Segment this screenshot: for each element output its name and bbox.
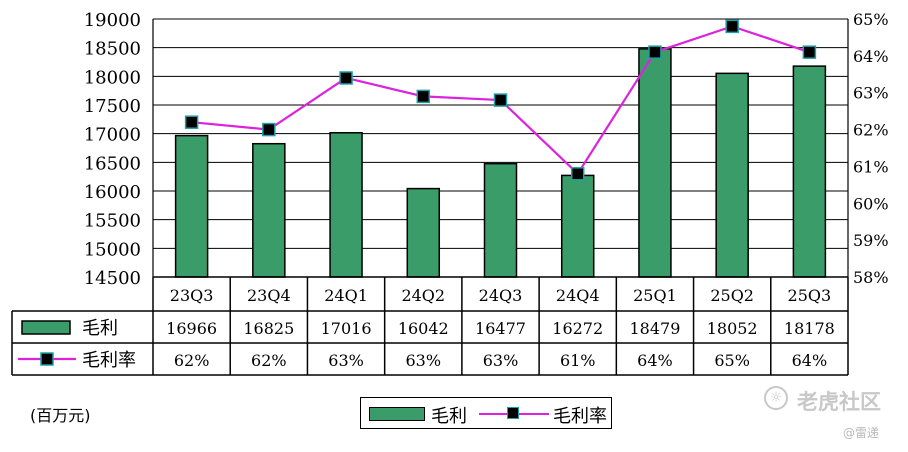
table-key-marker-swatch: [40, 352, 54, 366]
watermark-text: 老虎社区: [797, 390, 881, 414]
table-value: 16272: [552, 319, 603, 338]
x-category-label: 24Q1: [324, 286, 368, 305]
y-left-tick-label: 17500: [84, 96, 141, 117]
table-value: 63%: [483, 351, 519, 370]
bar: [329, 131, 363, 278]
y-left-tick-label: 18000: [84, 67, 141, 88]
y-left-tick-label: 15000: [84, 239, 141, 260]
x-category-label: 23Q4: [247, 286, 291, 305]
bar: [560, 174, 595, 278]
table-value: 61%: [560, 351, 596, 370]
x-category-label: 24Q3: [479, 286, 523, 305]
bar: [715, 72, 749, 278]
y-left-tick-label: 18500: [84, 39, 141, 60]
table-value: 64%: [637, 351, 673, 370]
table-value: 65%: [714, 351, 750, 370]
table-key-bar-swatch: [21, 320, 71, 335]
table-value: 62%: [251, 351, 287, 370]
y-left-tick-label: 19000: [84, 10, 141, 31]
legend-label-gross-profit: 毛利: [431, 406, 467, 427]
bar: [406, 187, 441, 278]
line-marker: [262, 122, 276, 137]
y-right-tick-label: 63%: [853, 84, 889, 103]
legend: 毛利 毛利率: [360, 397, 612, 429]
table-value: 18479: [629, 319, 680, 338]
bar: [792, 65, 827, 278]
line-marker: [570, 167, 585, 181]
table-value: 62%: [174, 351, 210, 370]
y-right-tick-label: 64%: [853, 47, 889, 66]
y-left-tick-label: 15500: [84, 211, 141, 232]
line-marker: [339, 71, 353, 85]
line-marker: [493, 93, 508, 107]
y-left-tick-label: 14500: [84, 268, 141, 289]
table-row-label: 毛利率: [82, 350, 136, 371]
y-right-tick-label: 59%: [853, 231, 889, 250]
x-category-label: 23Q3: [170, 286, 214, 305]
table-value: 63%: [405, 351, 441, 370]
x-category-label: 25Q1: [633, 286, 677, 305]
x-category-label: 25Q3: [788, 286, 832, 305]
y-right-tick-label: 58%: [853, 268, 889, 287]
table-value: 16825: [243, 319, 294, 338]
line-marker: [725, 19, 739, 34]
line-marker: [416, 89, 431, 104]
line-marker: [802, 45, 817, 59]
line-marker: [184, 115, 199, 129]
y-right-tick-label: 60%: [853, 194, 889, 213]
y-left-tick-label: 16000: [84, 182, 141, 203]
table-value: 64%: [792, 351, 828, 370]
bar: [483, 162, 518, 278]
watermark-logo-icon: ☼: [764, 386, 788, 410]
table-value: 63%: [328, 351, 364, 370]
y-right-tick-label: 62%: [853, 121, 889, 140]
y-left-tick-label: 17000: [84, 125, 141, 146]
table-value: 16966: [166, 319, 217, 338]
table-value: 18178: [784, 319, 835, 338]
y-right-tick-label: 65%: [853, 10, 889, 29]
legend-label-gross-margin: 毛利率: [553, 406, 607, 427]
bar: [252, 142, 286, 278]
table-value: 16042: [398, 319, 449, 338]
bar: [638, 48, 672, 278]
x-category-label: 24Q4: [556, 286, 600, 305]
bar: [174, 134, 209, 278]
y-left-tick-label: 16500: [84, 153, 141, 174]
x-category-label: 24Q2: [401, 286, 445, 305]
table-value: 16477: [475, 319, 526, 338]
watermark-subtext: @雷递: [843, 426, 880, 440]
y-right-tick-label: 61%: [853, 157, 889, 176]
x-category-label: 25Q2: [710, 286, 754, 305]
line-marker: [648, 45, 662, 59]
table-value: 17016: [321, 319, 372, 338]
table-row-label: 毛利: [82, 318, 118, 339]
legend-bar-swatch: [369, 407, 425, 421]
table-value: 18052: [707, 319, 758, 338]
legend-marker-swatch: [507, 407, 519, 419]
unit-label: (百万元): [30, 406, 91, 425]
